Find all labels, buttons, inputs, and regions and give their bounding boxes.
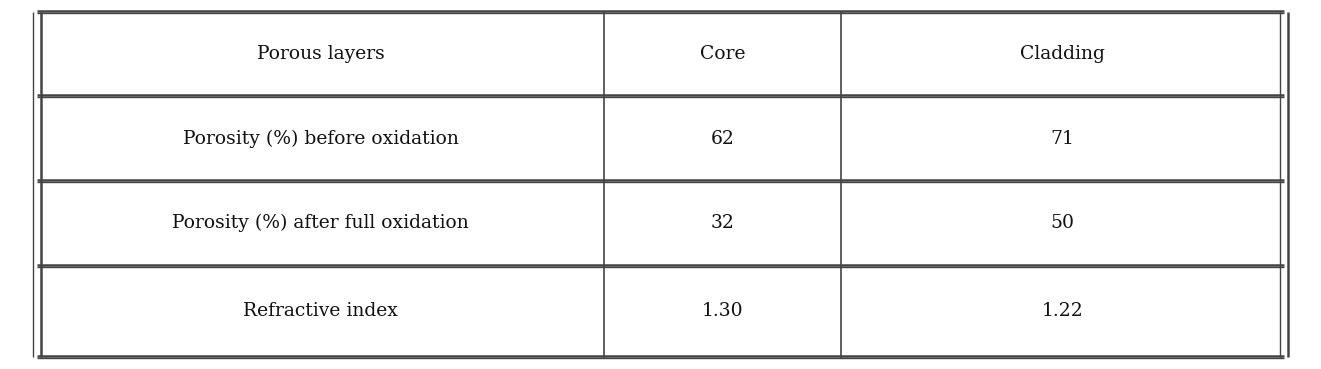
- Text: 62: 62: [711, 130, 734, 148]
- Text: Refractive index: Refractive index: [243, 303, 398, 320]
- Text: 71: 71: [1050, 130, 1074, 148]
- Text: 1.30: 1.30: [701, 303, 744, 320]
- Text: Porosity (%) before oxidation: Porosity (%) before oxidation: [182, 130, 458, 148]
- Text: 32: 32: [711, 214, 734, 232]
- Text: Porosity (%) after full oxidation: Porosity (%) after full oxidation: [172, 214, 469, 232]
- Text: Porous layers: Porous layers: [256, 45, 384, 63]
- Text: Cladding: Cladding: [1020, 45, 1106, 63]
- Text: 50: 50: [1050, 214, 1075, 232]
- Text: Core: Core: [700, 45, 745, 63]
- Text: 1.22: 1.22: [1042, 303, 1083, 320]
